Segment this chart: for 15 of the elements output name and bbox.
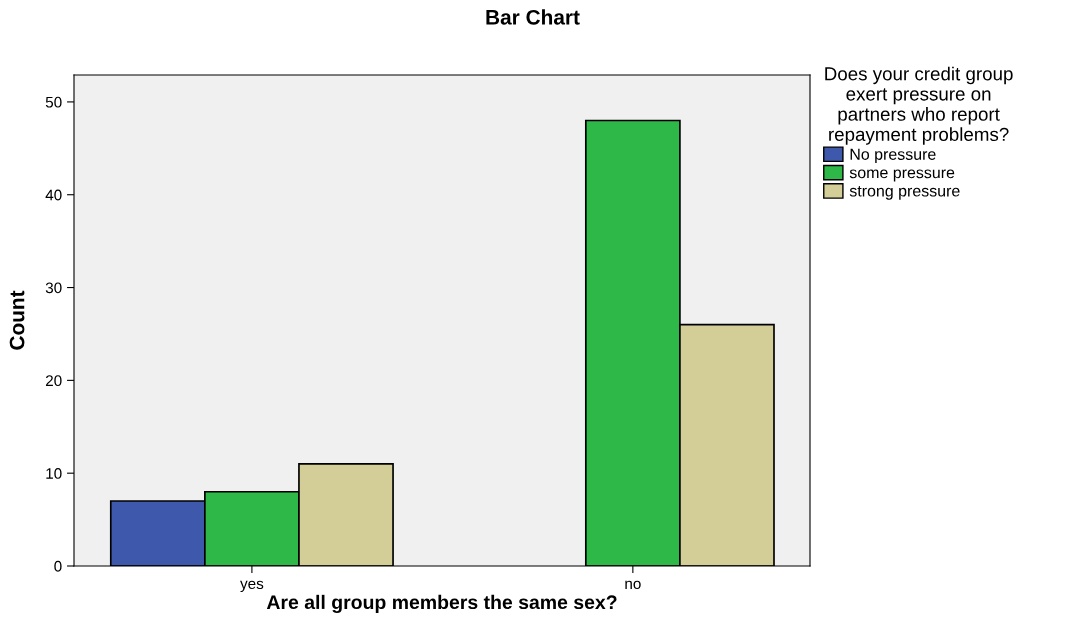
y-tick-label: 20: [45, 375, 62, 387]
y-tick-label: 40: [45, 189, 62, 201]
x-axis-title: Are all group members the same sex?: [266, 594, 617, 614]
legend-label: No pressure: [850, 148, 936, 164]
chart-title: Bar Chart: [486, 9, 580, 25]
y-tick-label: 30: [45, 282, 62, 294]
y-axis-title: Count: [9, 290, 25, 350]
legend-title: Does your credit group exert pressure on partners who report repayment problems?: [825, 66, 1013, 145]
legend-label: strong pressure: [849, 186, 960, 200]
y-tick-label: 0: [54, 560, 62, 572]
legend-label: some pressure: [849, 169, 955, 182]
y-tick-label: 50: [45, 96, 62, 108]
x-tick-label: no: [625, 580, 641, 590]
x-tick-label: yes: [240, 580, 264, 593]
y-tick-label: 10: [46, 468, 62, 479]
